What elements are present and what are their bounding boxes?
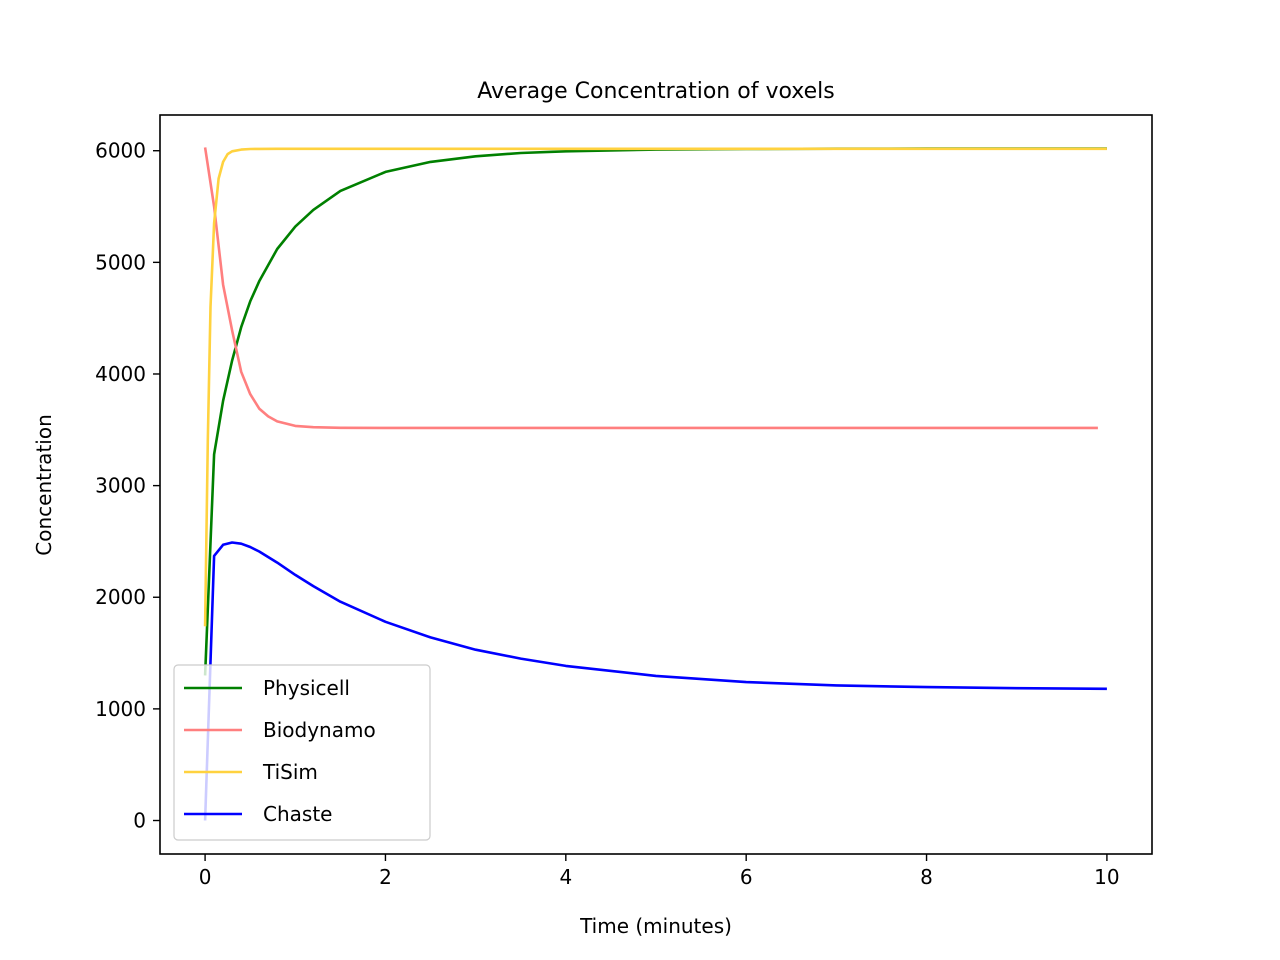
- y-tick-label: 3000: [95, 474, 146, 498]
- plot-frame: [159, 114, 1153, 855]
- y-tick-label: 5000: [95, 250, 146, 274]
- legend-label-biodynamo: Biodynamo: [263, 718, 376, 742]
- y-axis-label: Concentration: [32, 414, 56, 555]
- x-tick-label: 2: [379, 865, 392, 889]
- series-line-chaste: [203, 541, 1107, 821]
- series-line-tisim: [203, 147, 1107, 627]
- legend-label-tisim: TiSim: [262, 760, 318, 784]
- chart-title: Average Concentration of voxels: [477, 79, 834, 104]
- x-tick-label: 0: [199, 865, 212, 889]
- y-axis: 0 1000 2000 3000 4000 5000 6000: [95, 139, 160, 833]
- legend: Physicell Biodynamo TiSim Chaste: [173, 664, 431, 841]
- x-tick-label: 4: [559, 865, 572, 889]
- x-axis-label: Time (minutes): [579, 914, 732, 938]
- x-tick-label: 10: [1094, 865, 1119, 889]
- y-tick-label: 2000: [95, 585, 146, 609]
- series-line-biodynamo: [203, 147, 1098, 430]
- x-axis: 0 2 4 6 8 10: [199, 854, 1120, 889]
- x-tick-label: 6: [740, 865, 753, 889]
- legend-box: [173, 664, 431, 841]
- y-tick-label: 4000: [95, 362, 146, 386]
- legend-label-chaste: Chaste: [263, 802, 332, 826]
- y-tick-label: 0: [133, 809, 146, 833]
- y-tick-label: 1000: [95, 697, 146, 721]
- plot-area: [203, 147, 1107, 821]
- legend-label-physicell: Physicell: [263, 676, 350, 700]
- x-tick-label: 8: [920, 865, 933, 889]
- y-tick-label: 6000: [95, 139, 146, 163]
